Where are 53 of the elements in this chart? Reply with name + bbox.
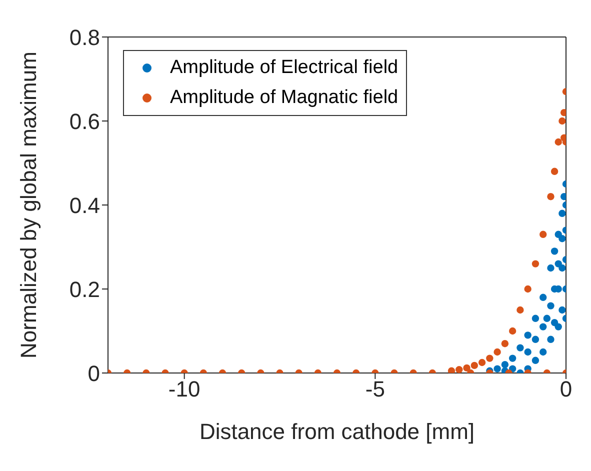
point <box>516 306 524 314</box>
point <box>550 319 558 326</box>
point <box>547 302 554 310</box>
point <box>524 285 532 293</box>
point <box>508 327 516 335</box>
point <box>494 365 501 372</box>
y-tick-label: 0.8 <box>69 24 100 50</box>
point <box>532 336 540 343</box>
point <box>532 260 540 268</box>
point <box>540 230 547 238</box>
point <box>532 356 540 364</box>
point <box>501 340 509 348</box>
point <box>448 367 456 373</box>
point <box>558 117 566 125</box>
point <box>558 264 566 272</box>
point <box>547 264 554 272</box>
y-tick-label: 0 <box>88 360 100 386</box>
point <box>560 193 566 200</box>
legend-label: Amplitude of Electrical field <box>170 56 398 80</box>
legend-label: Amplitude of Magnatic field <box>170 86 398 110</box>
x-tick-label: 0 <box>560 376 572 402</box>
y-tick-label: 0.4 <box>69 192 100 218</box>
x-tick-label: -5 <box>365 376 385 402</box>
y-axis-title: Normalized by global maximum <box>16 52 41 358</box>
point <box>554 138 562 146</box>
point <box>532 314 540 322</box>
point <box>550 248 558 255</box>
point <box>558 306 566 314</box>
point <box>547 336 554 343</box>
y-tick-label: 0.2 <box>69 276 100 302</box>
point <box>486 354 494 362</box>
point <box>470 362 478 370</box>
point <box>558 235 566 242</box>
point <box>508 354 516 362</box>
point <box>558 210 566 217</box>
point <box>560 109 566 116</box>
point <box>540 348 547 356</box>
x-tick-label: -10 <box>168 376 200 402</box>
point <box>540 323 547 330</box>
point <box>540 294 547 301</box>
point <box>550 168 558 175</box>
point <box>478 358 486 366</box>
point <box>501 361 509 368</box>
x-axis-title: Distance from cathode [mm] <box>199 419 475 444</box>
y-tick-label: 0.6 <box>69 108 100 134</box>
point <box>494 348 501 356</box>
point <box>463 364 470 372</box>
point <box>524 332 532 339</box>
point <box>543 314 551 322</box>
point <box>547 193 554 200</box>
point <box>524 348 532 356</box>
point <box>456 366 463 373</box>
point <box>516 344 524 352</box>
